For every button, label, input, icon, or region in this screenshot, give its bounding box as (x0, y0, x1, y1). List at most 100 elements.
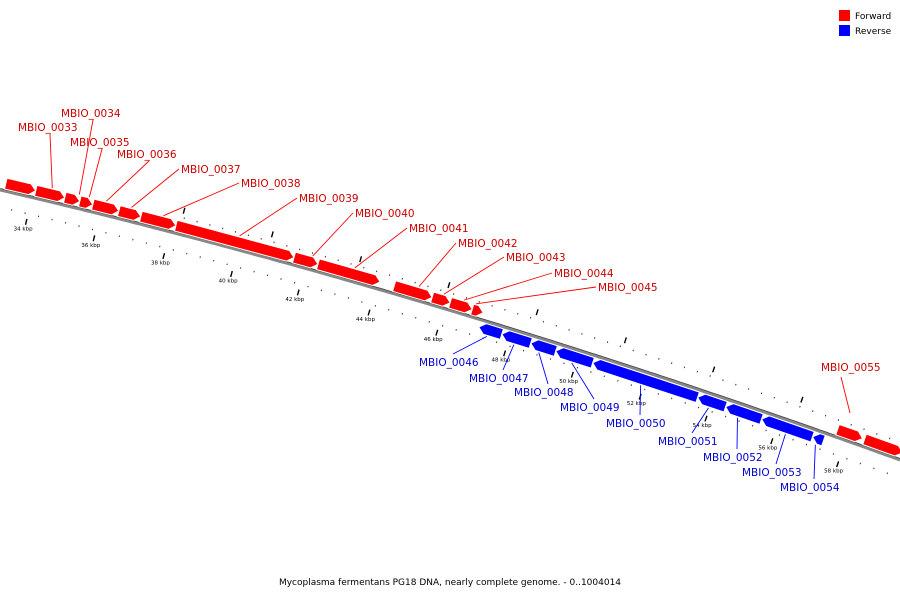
major-tick (704, 415, 708, 422)
gene-arrow-mbio-0036[interactable] (90, 198, 120, 216)
gene-arrow-mbio-0048[interactable] (530, 339, 559, 357)
tick-label: 34 kbp (14, 226, 33, 232)
gene-label[interactable]: MBIO_0035 (70, 137, 130, 149)
gene-label[interactable]: MBIO_0054 (780, 482, 840, 494)
minor-tick-upper (850, 423, 852, 426)
leader-line (78, 119, 94, 195)
gene-arrow-partial[interactable] (3, 177, 37, 196)
gene-arrow-mbio-0046[interactable] (478, 323, 505, 341)
gene-label[interactable]: MBIO_0050 (606, 418, 666, 430)
minor-tick-upper (888, 437, 891, 440)
gene-label[interactable]: MBIO_0039 (299, 193, 359, 205)
major-tick (296, 289, 300, 296)
gene-arrow-mbio-0050[interactable] (591, 358, 701, 404)
gene-label[interactable]: MBIO_0037 (181, 164, 241, 176)
leader-line (452, 335, 488, 355)
leader-line (49, 133, 53, 188)
legend-label-reverse: Reverse (855, 27, 892, 37)
tick-label: 50 kbp (559, 379, 578, 385)
gene-label[interactable]: MBIO_0043 (506, 252, 566, 264)
tick-label: 40 kbp (219, 278, 238, 284)
minor-tick-upper (863, 428, 865, 431)
gene-arrow-mbio-0043[interactable] (429, 291, 451, 307)
minor-tick-lower (832, 453, 835, 455)
gene-label[interactable]: MBIO_0042 (458, 238, 518, 250)
gene-arrow-mbio-0041[interactable] (315, 258, 381, 287)
major-tick (24, 218, 28, 225)
major-tick (162, 252, 166, 260)
gene-label[interactable]: MBIO_0041 (409, 223, 469, 235)
gene-label[interactable]: MBIO_0047 (469, 373, 529, 385)
major-tick (835, 461, 840, 468)
minor-tick-lower (873, 467, 875, 470)
major-tick-upper (712, 366, 716, 373)
gene-arrow-mbio-0053[interactable] (760, 415, 815, 443)
backbone-line (0, 188, 900, 462)
major-tick-upper (447, 282, 451, 289)
gene-arrow-mbio-0055[interactable] (835, 423, 864, 443)
major-tick (92, 235, 96, 242)
minor-tick-upper (876, 432, 878, 435)
genome-caption: Mycoplasma fermentans PG18 DNA, nearly c… (278, 578, 622, 588)
gene-arrow-mbio-0045[interactable] (469, 303, 484, 317)
leader-line (354, 227, 408, 269)
tick-label: 52 kbp (627, 401, 646, 407)
tick-label: 44 kbp (356, 317, 375, 323)
gene-arrow-mbio-0035[interactable] (77, 195, 94, 209)
gene-arrow-mbio-0034[interactable] (62, 191, 81, 206)
gene-label[interactable]: MBIO_0045 (598, 282, 658, 294)
gene-arrow-mbio-0037[interactable] (116, 205, 142, 221)
major-tick-upper (800, 396, 804, 403)
tick-label: 54 kbp (693, 423, 712, 429)
leader-line (476, 286, 597, 305)
gene-arrow-mbio-0044[interactable] (447, 296, 473, 314)
leader-line (571, 362, 595, 400)
major-tick (503, 350, 507, 357)
gene-arrow-mbio-0049[interactable] (554, 347, 596, 369)
gene-label[interactable]: MBIO_0033 (18, 122, 78, 134)
leader-line (163, 182, 240, 217)
gene-arrow-mbio-0038[interactable] (138, 210, 177, 230)
gene-label[interactable]: MBIO_0048 (514, 387, 574, 399)
gene-arrow-mbio-0052[interactable] (724, 403, 764, 425)
gene-label[interactable]: MBIO_0044 (554, 268, 614, 280)
legend-label-forward: Forward (855, 12, 891, 22)
gene-label[interactable]: MBIO_0052 (703, 452, 763, 464)
minor-tick-lower (859, 462, 862, 465)
gene-label[interactable]: MBIO_0049 (560, 402, 620, 414)
gene-label[interactable]: MBIO_0036 (117, 149, 177, 161)
gene-arrow-mbio-0047[interactable] (501, 330, 534, 350)
gene-arrow-mbio-0042[interactable] (391, 280, 433, 302)
minor-tick-lower (886, 472, 889, 475)
leader-line (106, 160, 150, 202)
gene-label[interactable]: MBIO_0051 (658, 436, 718, 448)
gene-arrow-mbio-0033[interactable] (33, 184, 66, 203)
legend-swatch-reverse (839, 25, 850, 36)
leader-line (418, 242, 457, 287)
leader-line (443, 256, 505, 295)
gene-label[interactable]: MBIO_0046 (419, 357, 479, 369)
scale-ruler: 34 kbp 36 kbp 38 kbp 40 kbp 42 kbp 44 kbp 46 k… (11, 207, 891, 475)
gene-arrow-mbio-0039[interactable] (173, 219, 295, 262)
legend: Forward Reverse (839, 10, 892, 37)
gene-label[interactable]: MBIO_0040 (355, 208, 415, 220)
gene-arrow-partial-right[interactable] (862, 433, 900, 457)
major-tick-upper (359, 256, 363, 263)
gene-label[interactable]: MBIO_0053 (742, 467, 802, 479)
gene-arrow-mbio-0040[interactable] (291, 251, 319, 269)
major-tick (367, 309, 371, 316)
leader-line (502, 344, 515, 371)
major-tick (230, 270, 233, 278)
gene-label[interactable]: MBIO_0034 (61, 108, 121, 120)
gene-arrow-mbio-0054[interactable] (811, 433, 826, 447)
gene-arrow-mbio-0051[interactable] (696, 393, 729, 413)
gene-label[interactable]: MBIO_0038 (241, 178, 301, 190)
gene-label[interactable]: MBIO_0055 (821, 362, 881, 374)
leader-line (312, 212, 354, 257)
major-tick (435, 329, 439, 336)
leader-line (775, 434, 786, 465)
major-tick (570, 371, 574, 378)
leader-line (463, 272, 553, 301)
